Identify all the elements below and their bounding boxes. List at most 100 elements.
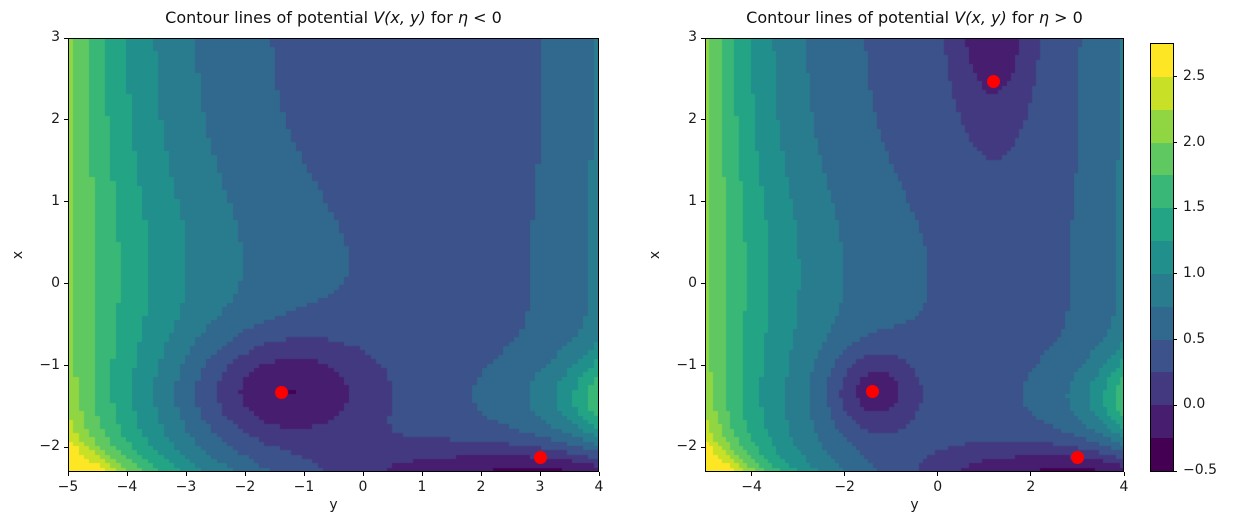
critical-point-marker bbox=[987, 74, 1001, 88]
colorbar-band bbox=[1151, 241, 1173, 274]
colorbar-tick-label: 0.5 bbox=[1183, 330, 1206, 347]
x-tick-label: −2 bbox=[234, 479, 256, 495]
plot-title-eta-negative: Contour lines of potential V(x, y) for η… bbox=[68, 8, 599, 27]
y-tick bbox=[64, 365, 68, 367]
title-math: V(x, y) bbox=[954, 8, 1007, 27]
y-tick-label: 1 bbox=[688, 192, 697, 209]
colorbar-tick-label: 2.5 bbox=[1183, 67, 1206, 84]
x-tick-label: −1 bbox=[293, 479, 315, 495]
y-tick-label: −2 bbox=[676, 438, 697, 455]
title-text: Contour lines of potential bbox=[165, 8, 374, 27]
y-tick-label: 3 bbox=[688, 29, 697, 45]
y-tick bbox=[64, 446, 68, 448]
colorbar: 2.5 2.0 1.5 1.0 0.5 0.0 −0.5 bbox=[1150, 43, 1217, 478]
y-tick-label: 0 bbox=[51, 274, 60, 291]
y-tick-label: −2 bbox=[39, 438, 60, 455]
x-tick-label: 4 bbox=[1119, 479, 1129, 495]
x-tick-label: 1 bbox=[417, 479, 427, 495]
x-tick bbox=[303, 472, 305, 476]
colorbar-band bbox=[1151, 77, 1173, 110]
colorbar-tick-label: 0.0 bbox=[1183, 396, 1206, 413]
x-tick-label: 4 bbox=[594, 479, 604, 495]
y-tick-label: 2 bbox=[51, 110, 60, 127]
y-tick bbox=[701, 119, 705, 121]
y-tick-label: 3 bbox=[51, 29, 60, 45]
y-tick bbox=[701, 365, 705, 367]
x-tick bbox=[244, 472, 246, 476]
colorbar-band bbox=[1151, 143, 1173, 175]
colorbar-tick bbox=[1173, 273, 1177, 275]
contour-canvas-eta-negative bbox=[68, 38, 599, 472]
title-text: Contour lines of potential bbox=[746, 8, 955, 27]
x-tick bbox=[67, 472, 69, 476]
x-tick bbox=[1123, 472, 1125, 476]
x-tick-label: 2 bbox=[476, 479, 486, 495]
y-tick bbox=[64, 283, 68, 285]
colorbar-band bbox=[1151, 372, 1173, 405]
y-axis-label: x bbox=[647, 250, 663, 260]
colorbar-band bbox=[1151, 340, 1173, 372]
y-tick bbox=[701, 201, 705, 203]
colorbar-tick-label: 2.0 bbox=[1183, 133, 1206, 150]
colorbar-tick bbox=[1173, 470, 1177, 472]
colorbar-band bbox=[1151, 110, 1173, 143]
title-math: V(x, y) bbox=[373, 8, 426, 27]
y-tick-label: 0 bbox=[688, 274, 697, 291]
x-tick-label: −3 bbox=[175, 479, 197, 495]
title-eta-symbol: η bbox=[1038, 8, 1050, 27]
critical-point-marker bbox=[533, 450, 547, 464]
x-tick bbox=[362, 472, 364, 476]
colorbar-tick-label: 1.0 bbox=[1183, 264, 1206, 281]
x-tick-label: −4 bbox=[116, 479, 138, 495]
y-tick bbox=[701, 446, 705, 448]
critical-point-marker bbox=[275, 386, 289, 400]
title-relation: < 0 bbox=[468, 8, 502, 27]
x-tick bbox=[421, 472, 423, 476]
y-tick-label: 1 bbox=[51, 192, 60, 209]
y-tick bbox=[64, 119, 68, 121]
x-tick bbox=[480, 472, 482, 476]
x-tick bbox=[539, 472, 541, 476]
x-tick bbox=[937, 472, 939, 476]
contour-plot-eta-negative: Contour lines of potential V(x, y) for η… bbox=[10, 8, 603, 513]
x-axis-label: y bbox=[329, 497, 338, 513]
y-axis-label: x bbox=[10, 250, 26, 260]
colorbar-band bbox=[1151, 208, 1173, 241]
y-tick bbox=[701, 283, 705, 285]
x-tick-label: 0 bbox=[933, 479, 943, 495]
y-tick-label: −1 bbox=[39, 356, 60, 373]
critical-point-marker bbox=[866, 385, 880, 399]
title-text: for bbox=[425, 8, 458, 27]
x-tick-label: 0 bbox=[358, 479, 368, 495]
colorbar-band bbox=[1151, 175, 1173, 208]
y-tick-label: −1 bbox=[676, 356, 697, 373]
critical-point-marker bbox=[1070, 450, 1084, 464]
y-tick-label: 2 bbox=[688, 110, 697, 127]
x-axis-label: y bbox=[910, 497, 919, 513]
title-eta-symbol: η bbox=[457, 8, 469, 27]
y-tick bbox=[64, 201, 68, 203]
contour-plot-eta-positive: Contour lines of potential V(x, y) for η… bbox=[647, 8, 1128, 513]
colorbar-band bbox=[1151, 405, 1173, 438]
colorbar-band bbox=[1151, 44, 1173, 77]
x-tick bbox=[126, 472, 128, 476]
contour-canvas-eta-positive bbox=[705, 38, 1124, 472]
x-tick-label: −2 bbox=[834, 479, 855, 495]
colorbar-band bbox=[1151, 274, 1173, 307]
x-tick bbox=[598, 472, 600, 476]
plot-title-eta-positive: Contour lines of potential V(x, y) for η… bbox=[705, 8, 1124, 27]
x-tick bbox=[185, 472, 187, 476]
title-relation: > 0 bbox=[1049, 8, 1083, 27]
x-tick bbox=[844, 472, 846, 476]
x-tick-label: 2 bbox=[1026, 479, 1036, 495]
colorbar-band bbox=[1151, 307, 1173, 340]
x-tick-label: −5 bbox=[57, 479, 79, 495]
colorbar-tick bbox=[1173, 404, 1177, 406]
colorbar-tick-label: 1.5 bbox=[1183, 199, 1206, 216]
x-tick bbox=[751, 472, 753, 476]
colorbar-tick bbox=[1173, 76, 1177, 78]
title-text: for bbox=[1006, 8, 1039, 27]
x-tick-label: 3 bbox=[535, 479, 545, 495]
colorbar-tick bbox=[1173, 142, 1177, 144]
